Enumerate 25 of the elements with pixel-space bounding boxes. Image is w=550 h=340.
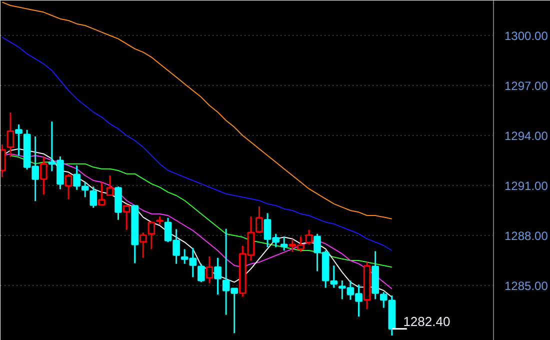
candlestick	[280, 236, 288, 252]
candlestick	[148, 220, 156, 250]
line-series	[2, 2, 392, 220]
text: 1282.40	[403, 314, 450, 329]
candlestick	[214, 257, 222, 296]
y-tick-label: 1294.00	[504, 129, 548, 143]
candlestick	[106, 174, 114, 196]
y-tick-label: 1297.00	[504, 79, 548, 93]
y-tick-label: 1285.00	[504, 279, 548, 293]
candlestick	[6, 112, 14, 158]
candlestick	[305, 229, 313, 246]
candlestick	[98, 181, 106, 206]
candlestick	[198, 263, 205, 283]
candlestick	[90, 186, 98, 209]
candlestick	[64, 173, 72, 200]
candlestick	[122, 205, 130, 231]
line-series	[2, 36, 392, 251]
y-tick-label: 1288.00	[504, 229, 548, 243]
candlestick	[15, 124, 22, 156]
candlestick	[40, 156, 48, 196]
candlestick	[139, 232, 147, 259]
y-tick-label: 1291.00	[504, 179, 548, 193]
candlestick	[206, 256, 214, 284]
line-series	[10, 155, 392, 268]
y-tick-label: 1300.00	[504, 29, 548, 43]
